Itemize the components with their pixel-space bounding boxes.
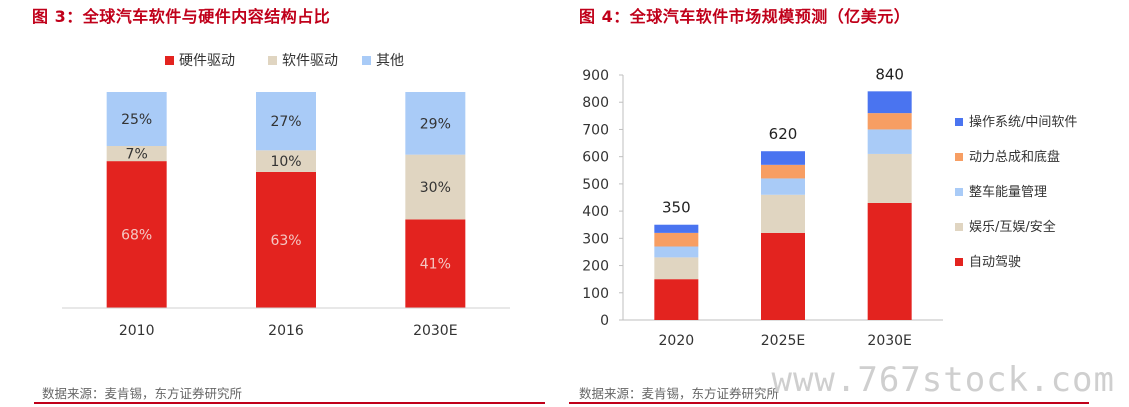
y-tick-label-4: 400 <box>582 204 609 220</box>
x-tick-label-0: 2020 <box>659 333 695 349</box>
total-label-2: 840 <box>875 65 904 83</box>
bar-segment-2-1 <box>867 153 912 203</box>
watermark-text: www.767stock.com <box>771 360 1115 400</box>
figure-4-chart: 0 100 200 300 400 500 600 700 800 900 350 2020 620 20… <box>582 65 1077 349</box>
legend-swatch-2 <box>955 188 963 196</box>
x-tick-label-2: 2030E <box>413 323 457 339</box>
data-label-1-2: 27% <box>270 114 301 130</box>
data-label-2-2: 29% <box>420 116 451 132</box>
figure-4-title: 图 4：全球汽车软件市场规模预测（亿美元） <box>579 7 911 26</box>
figure-4-source: 数据来源：麦肯锡，东方证券研究所 <box>579 386 780 401</box>
data-label-0-1: 7% <box>126 147 148 163</box>
bar-segment-2-1 <box>405 154 466 220</box>
data-label-0-2: 25% <box>121 112 152 128</box>
bar-segment-0-4 <box>654 224 699 233</box>
legend-swatch-0 <box>165 56 174 65</box>
bar-segment-2-4 <box>867 91 912 114</box>
total-label-1: 620 <box>769 125 798 143</box>
bar-segment-0-1 <box>106 146 167 162</box>
figure-4-divider <box>569 402 1089 404</box>
bar-segment-2-3 <box>867 113 912 130</box>
y-tick-label-6: 600 <box>582 150 609 166</box>
legend-label-0: 硬件驱动 <box>179 53 235 69</box>
figure-3-divider <box>34 402 545 404</box>
bar-segment-2-0 <box>867 202 912 320</box>
figure-3-chart: 硬件驱动 软件驱动 其他 68% 7% 25% 2010 63% 10% 27% 2016 41% 30… <box>62 53 510 339</box>
y-tick-label-3: 300 <box>582 231 609 247</box>
figure-4-panel: 图 4：全球汽车软件市场规模预测（亿美元） 0 100 200 300 400 500 60… <box>565 0 1129 407</box>
legend-label-2: 整车能量管理 <box>969 184 1047 200</box>
bar-segment-0-0 <box>654 279 699 320</box>
legend-label-1: 软件驱动 <box>282 53 338 69</box>
bar-segment-2-0 <box>405 219 466 308</box>
y-tick-label-5: 500 <box>582 177 609 193</box>
legend-swatch-3 <box>955 153 963 161</box>
bar-segment-1-2 <box>761 178 805 195</box>
total-label-0: 350 <box>662 199 691 217</box>
data-label-1-1: 10% <box>270 154 301 170</box>
legend-swatch-4 <box>955 118 963 126</box>
x-tick-label-0: 2010 <box>119 323 155 339</box>
bar-segment-0-1 <box>654 257 699 280</box>
x-tick-label-2: 2030E <box>867 333 911 349</box>
x-tick-label-1: 2025E <box>761 333 805 349</box>
y-tick-label-2: 200 <box>582 259 609 275</box>
bar-segment-2-2 <box>405 92 466 155</box>
y-tick-label-8: 800 <box>582 95 609 111</box>
bar-segment-1-1 <box>761 194 805 233</box>
bar-segment-1-4 <box>761 151 805 165</box>
data-label-1-0: 63% <box>270 233 301 249</box>
y-tick-label-9: 900 <box>582 68 609 84</box>
legend-swatch-0 <box>955 258 963 266</box>
legend-label-0: 自动驾驶 <box>969 255 1021 270</box>
legend-swatch-2 <box>362 56 371 65</box>
legend-swatch-1 <box>268 56 277 65</box>
figure-3-panel: 图 3：全球汽车软件与硬件内容结构占比 硬件驱动 软件驱动 其他 68% 7% 25% 20… <box>0 0 545 407</box>
y-tick-label-7: 700 <box>582 122 609 138</box>
data-label-2-1: 30% <box>420 180 451 196</box>
y-tick-label-1: 100 <box>582 286 609 302</box>
bar-segment-0-2 <box>106 92 167 146</box>
data-label-0-0: 68% <box>121 228 152 244</box>
legend-label-3: 动力总成和底盘 <box>969 149 1060 165</box>
legend-swatch-1 <box>955 223 963 231</box>
x-tick-label-1: 2016 <box>268 323 304 339</box>
bar-segment-0-3 <box>654 232 699 247</box>
bar-segment-1-0 <box>256 171 316 308</box>
y-tick-label-0: 0 <box>600 313 609 329</box>
legend-label-4: 操作系统/中间软件 <box>969 114 1077 130</box>
bar-segment-2-2 <box>867 129 912 154</box>
bar-segment-1-0 <box>761 232 805 320</box>
legend-label-2: 其他 <box>376 53 404 69</box>
data-label-2-0: 41% <box>420 257 451 273</box>
bar-segment-1-2 <box>256 92 316 151</box>
bar-segment-0-2 <box>654 246 699 258</box>
bar-segment-1-1 <box>256 150 316 172</box>
bar-segment-1-3 <box>761 164 805 179</box>
bar-segment-0-0 <box>106 161 167 308</box>
figure-3-title: 图 3：全球汽车软件与硬件内容结构占比 <box>32 7 331 26</box>
legend-label-1: 娱乐/互娱/安全 <box>969 219 1056 235</box>
figure-3-source: 数据来源：麦肯锡，东方证券研究所 <box>42 386 243 401</box>
